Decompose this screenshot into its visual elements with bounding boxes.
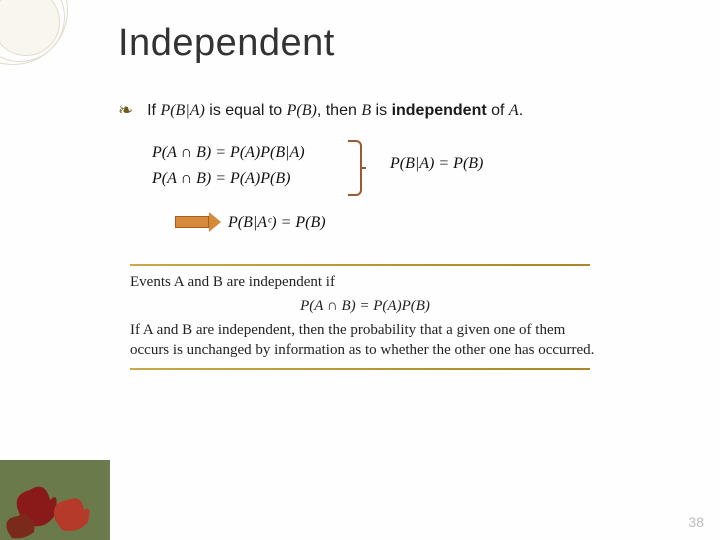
- leaves-image: [0, 460, 110, 540]
- bullet-text: If P(B|A) is equal to P(B), then B is in…: [147, 102, 523, 120]
- leaves-icon: [0, 460, 110, 540]
- page-number: 38: [688, 514, 704, 530]
- rule-bottom: [130, 368, 590, 370]
- page-title: Independent: [118, 22, 335, 65]
- arrow-icon: [175, 216, 209, 228]
- definition-line1: Events A and B are independent if: [130, 272, 600, 292]
- bullet-icon: ❧: [118, 100, 133, 121]
- equation-line: P(A ∩ B) = P(A)P(B): [152, 166, 305, 192]
- equation-block-left: P(A ∩ B) = P(A)P(B|A) P(A ∩ B) = P(A)P(B…: [152, 140, 305, 192]
- brace-icon: [348, 140, 362, 196]
- equation-line: P(A ∩ B) = P(A)P(B|A): [152, 140, 305, 166]
- equation-side: P(B|A) = P(B): [390, 155, 483, 173]
- rule-top: [130, 264, 590, 266]
- definition-block: Events A and B are independent if P(A ∩ …: [130, 272, 600, 360]
- slide: Independent ❧ If P(B|A) is equal to P(B)…: [0, 0, 720, 540]
- bullet-line: ❧ If P(B|A) is equal to P(B), then B is …: [118, 100, 523, 121]
- equation-arrow-result: P(B|Aᶜ) = P(B): [228, 214, 326, 232]
- definition-equation: P(A ∩ B) = P(A)P(B): [130, 296, 600, 316]
- definition-line2: If A and B are independent, then the pro…: [130, 320, 600, 360]
